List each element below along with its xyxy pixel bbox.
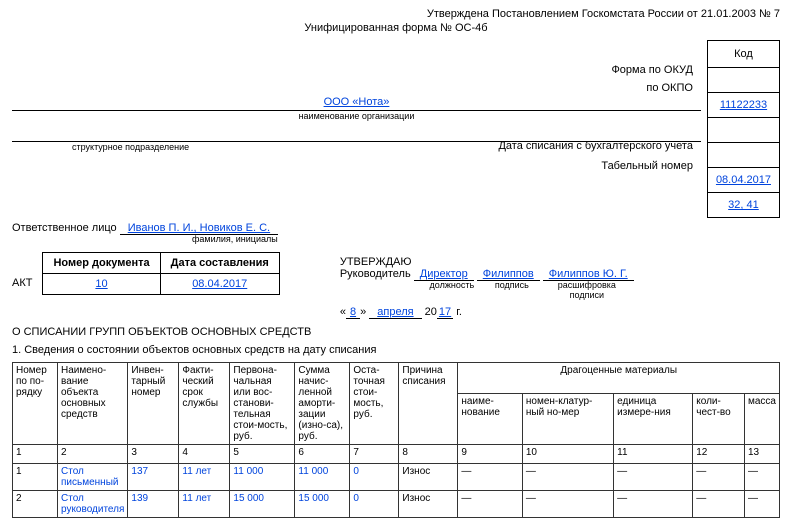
cell: — <box>522 491 613 518</box>
year-suffix: г. <box>456 306 462 318</box>
th-11: единица измере-ния <box>614 393 693 445</box>
doc-date: 08.04.2017 <box>160 274 279 295</box>
cell: — <box>522 464 613 491</box>
cell: — <box>458 464 522 491</box>
cell: 0 <box>350 491 399 518</box>
caption-trans: расшифровка подписи <box>542 280 632 300</box>
writeoff-date: 08.04.2017 <box>707 168 779 193</box>
date-year: 17 <box>437 306 453 319</box>
tabnum-label: Табельный номер <box>12 160 701 172</box>
col-num: 2 <box>58 445 128 464</box>
col-num: 12 <box>693 445 745 464</box>
org-name: ООО «Нота» <box>324 96 390 108</box>
cell: Износ <box>399 491 458 518</box>
cell: — <box>614 491 693 518</box>
cell: 15 000 <box>230 491 295 518</box>
th-group: Драгоценные материалы <box>458 363 780 394</box>
col-num: 10 <box>522 445 613 464</box>
approval-notice: Утверждена Постановлением Госкомстата Ро… <box>12 8 780 20</box>
col-num: 9 <box>458 445 522 464</box>
cell: — <box>458 491 522 518</box>
cell: 11 лет <box>179 464 230 491</box>
doc-date-label: Дата составления <box>160 253 279 274</box>
resp-label: Ответственное лицо <box>12 222 117 234</box>
col-num: 7 <box>350 445 399 464</box>
caption-position: должность <box>422 280 482 300</box>
caption-sign: подпись <box>482 280 542 300</box>
th-1: Номер по по-рядку <box>13 363 58 445</box>
col-num: 13 <box>744 445 779 464</box>
th-7: Оста-точная стои-мость, руб. <box>350 363 399 445</box>
doc-num: 10 <box>43 274 160 295</box>
form-title: Унифицированная форма № ОС-4б <box>12 22 780 34</box>
okpo-value: 11122233 <box>707 93 779 118</box>
main-title: О СПИСАНИИ ГРУПП ОБЪЕКТОВ ОСНОВНЫХ СРЕДС… <box>12 326 780 338</box>
cell: 2 <box>13 491 58 518</box>
table-row: 2Стол руководителя13911 лет15 00015 0000… <box>13 491 780 518</box>
th-5: Первона-чальная или вос-станови-тельная … <box>230 363 295 445</box>
approve-ruk: Руководитель <box>340 268 411 280</box>
col-num: 8 <box>399 445 458 464</box>
approve-utv: УТВЕРЖДАЮ <box>340 256 780 268</box>
cell: 139 <box>128 491 179 518</box>
col-num: 6 <box>295 445 350 464</box>
th-13: масса <box>744 393 779 445</box>
okpo-label: по ОКПО <box>12 82 701 94</box>
col-num: 1 <box>13 445 58 464</box>
akt-label: АКТ <box>12 277 32 295</box>
date-month: апреля <box>369 306 421 319</box>
col-num: 5 <box>230 445 295 464</box>
cell: — <box>693 491 745 518</box>
cell: — <box>693 464 745 491</box>
th-3: Инвен-тарный номер <box>128 363 179 445</box>
cell: — <box>744 464 779 491</box>
resp-caption: фамилия, инициалы <box>12 234 780 244</box>
cell: — <box>614 464 693 491</box>
th-6: Сумма начис-ленной аморти-зации (изно-са… <box>295 363 350 445</box>
table-row: 1Стол письменный13711 лет11 00011 0000Из… <box>13 464 780 491</box>
cell: Стол письменный <box>58 464 128 491</box>
cell: 0 <box>350 464 399 491</box>
org-caption: наименование организации <box>12 111 701 121</box>
col-num: 4 <box>179 445 230 464</box>
kod-table: Код 11122233 08.04.2017 32, 41 <box>707 40 780 218</box>
th-8: Причина списания <box>399 363 458 445</box>
data-table: Номер по по-рядку Наимено-вание объекта … <box>12 362 780 518</box>
date-day: 8 <box>346 306 360 319</box>
cell: 137 <box>128 464 179 491</box>
th-9: наиме-нование <box>458 393 522 445</box>
th-2: Наимено-вание объекта основных средств <box>58 363 128 445</box>
cell: Стол руководителя <box>58 491 128 518</box>
cell: 11 000 <box>230 464 295 491</box>
th-10: номен-клатур-ный но-мер <box>522 393 613 445</box>
cell: 1 <box>13 464 58 491</box>
col-num: 3 <box>128 445 179 464</box>
th-4: Факти-ческий срок службы <box>179 363 230 445</box>
section1-title: 1. Сведения о состоянии объектов основны… <box>12 344 780 356</box>
okud-label: Форма по ОКУД <box>12 64 701 76</box>
tabnum-value: 32, 41 <box>707 193 779 218</box>
cell: Износ <box>399 464 458 491</box>
doc-num-label: Номер документа <box>43 253 160 274</box>
year-prefix: 20 <box>425 306 437 318</box>
cell: 11 000 <box>295 464 350 491</box>
kod-label: Код <box>707 41 779 68</box>
cell: — <box>744 491 779 518</box>
th-12: коли-чест-во <box>693 393 745 445</box>
doc-table: Номер документа Дата составления 10 08.0… <box>42 252 279 295</box>
cell: 11 лет <box>179 491 230 518</box>
col-num: 11 <box>614 445 693 464</box>
cell: 15 000 <box>295 491 350 518</box>
